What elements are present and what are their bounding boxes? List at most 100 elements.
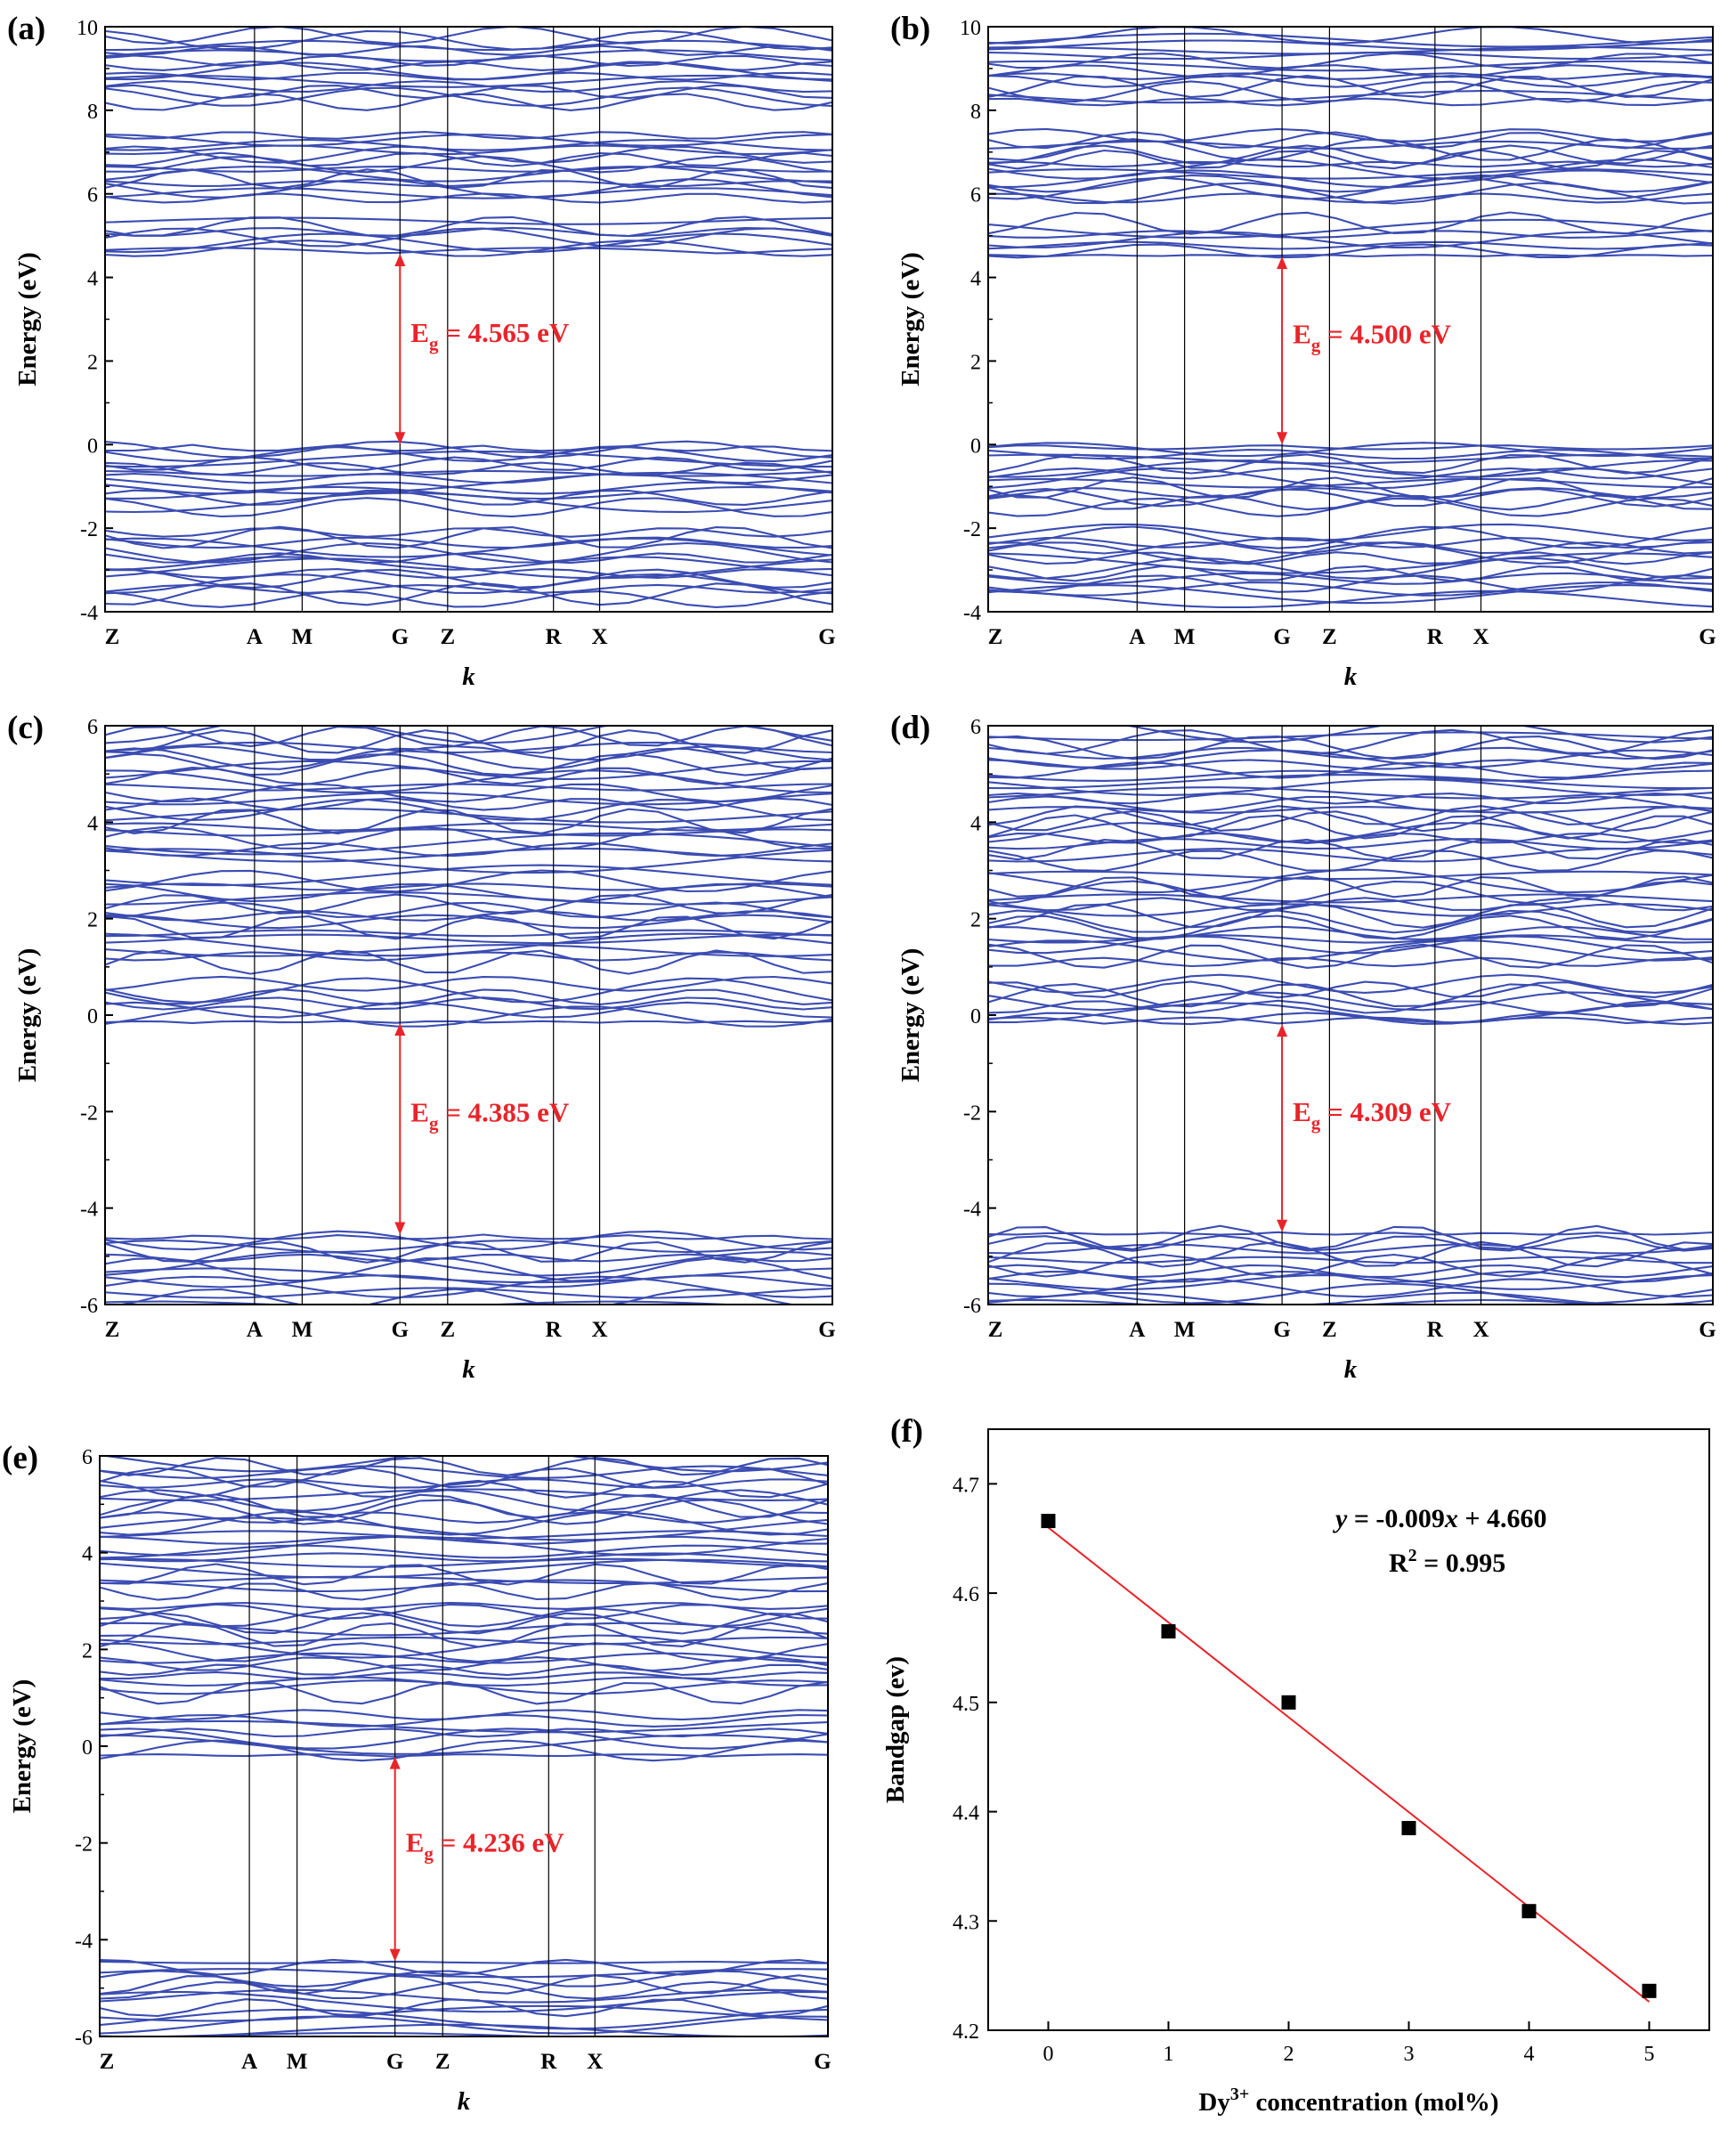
- band-line: [105, 583, 832, 594]
- band-line: [100, 1601, 828, 1610]
- y-tick-label: 10: [960, 17, 981, 40]
- y-tick-label: -6: [80, 1295, 98, 1318]
- band-line: [105, 131, 832, 140]
- band-line: [988, 494, 1713, 511]
- band-line: [105, 769, 832, 794]
- band-line: [100, 1535, 828, 1557]
- y-tick-label: 8: [87, 101, 98, 124]
- y-axis-label: Energy (eV): [13, 252, 42, 386]
- bandgap-subscript: g: [429, 333, 439, 354]
- band-line: [100, 1479, 828, 1499]
- kpoint-label: G: [1699, 625, 1716, 649]
- data-point: [1281, 1695, 1296, 1710]
- band-line: [105, 450, 832, 468]
- band-line: [988, 467, 1713, 490]
- y-tick-label: 6: [970, 716, 981, 739]
- kpoint-label: Z: [988, 625, 1003, 649]
- band-line: [105, 525, 832, 549]
- band-line: [988, 909, 1713, 934]
- bandgap-subscript: g: [429, 1113, 439, 1134]
- band-line: [100, 1607, 828, 1628]
- band-line: [988, 589, 1713, 609]
- band-line: [105, 61, 832, 81]
- band-line: [105, 841, 832, 858]
- band-line: [988, 1282, 1713, 1305]
- band-line: [105, 541, 832, 564]
- band-line: [988, 1256, 1713, 1264]
- band-line: [988, 160, 1713, 168]
- band-line: [988, 868, 1713, 894]
- band-line: [105, 165, 832, 173]
- y-tick-label: 6: [87, 184, 98, 207]
- y-tick-label: 2: [970, 351, 981, 374]
- band-line: [105, 909, 832, 922]
- x-axis-label: k: [458, 2087, 471, 2116]
- band-line: [105, 151, 832, 167]
- band-line: [988, 565, 1713, 582]
- band-line: [100, 1456, 828, 1473]
- band-line: [988, 850, 1713, 872]
- band-line: [105, 568, 832, 589]
- x-label-rest: concentration (mol%): [1249, 2088, 1498, 2117]
- y-tick-label: -4: [963, 1199, 981, 1222]
- y-tick-label: 4: [87, 812, 98, 835]
- y-axis-label: Energy (eV): [896, 252, 925, 386]
- kpoint-label: Z: [105, 1318, 120, 1342]
- x-tick-label: 1: [1164, 2043, 1174, 2066]
- kpoint-label: A: [247, 1318, 263, 1342]
- band-line: [988, 80, 1713, 103]
- band-line: [988, 444, 1713, 451]
- band-line: [105, 1230, 832, 1251]
- band-line: [988, 980, 1713, 999]
- band-line: [105, 828, 832, 837]
- band-line: [100, 1511, 828, 1524]
- band-line: [105, 1256, 832, 1282]
- band-line: [100, 1958, 828, 1976]
- band-line: [988, 144, 1713, 165]
- band-line: [105, 556, 832, 571]
- band-line: [988, 231, 1713, 249]
- band-line: [100, 1510, 828, 1536]
- y-tick-label: 4.3: [953, 1911, 979, 1934]
- band-line: [100, 1676, 828, 1687]
- y-tick-label: 6: [82, 1446, 93, 1469]
- r2-value: = 0.995: [1417, 1549, 1506, 1578]
- kpoint-label: Z: [988, 1318, 1003, 1342]
- y-tick-label: -2: [80, 1102, 98, 1125]
- band-line: [105, 187, 832, 199]
- band-line: [988, 74, 1713, 88]
- band-line: [100, 1467, 828, 1489]
- kpoint-label: M: [287, 2050, 308, 2074]
- kpoint-label: M: [1174, 1318, 1196, 1342]
- y-tick-label: 6: [970, 184, 981, 207]
- kpoint-label: Z: [100, 2050, 115, 2074]
- band-line: [988, 449, 1713, 460]
- bandgap-scatter-panel: 0 1 2 3 4 5 4.7 4.6 4.5 4.4 4.3 4.2 y = -0.009x + 4.…: [881, 1413, 1710, 2117]
- band-line: [988, 1234, 1713, 1252]
- band-line: [105, 1287, 832, 1299]
- kpoint-label: G: [818, 1318, 835, 1342]
- band-line: [988, 870, 1713, 881]
- kpoint-label: R: [1427, 1318, 1444, 1342]
- arrow-head-bottom: [1277, 432, 1288, 445]
- band-line: [105, 929, 832, 938]
- band-line: [988, 735, 1713, 760]
- band-line: [105, 882, 832, 903]
- band-line: [105, 461, 832, 476]
- band-line: [100, 1671, 828, 1680]
- band-line: [105, 747, 832, 771]
- band-line: [100, 1544, 828, 1559]
- r-squared: R2 = 0.995: [1389, 1546, 1505, 1578]
- band-line: [105, 74, 832, 88]
- kpoint-label: G: [1273, 1318, 1290, 1342]
- y-tick-label: -2: [80, 518, 98, 541]
- band-lines: [988, 27, 1713, 609]
- band-line: [988, 915, 1713, 940]
- band-line: [988, 218, 1713, 239]
- band-line: [100, 1557, 828, 1568]
- band-line: [988, 786, 1713, 800]
- arrow-head-top: [1277, 256, 1288, 270]
- panel-label: (c): [7, 710, 44, 746]
- band-line: [100, 1622, 828, 1648]
